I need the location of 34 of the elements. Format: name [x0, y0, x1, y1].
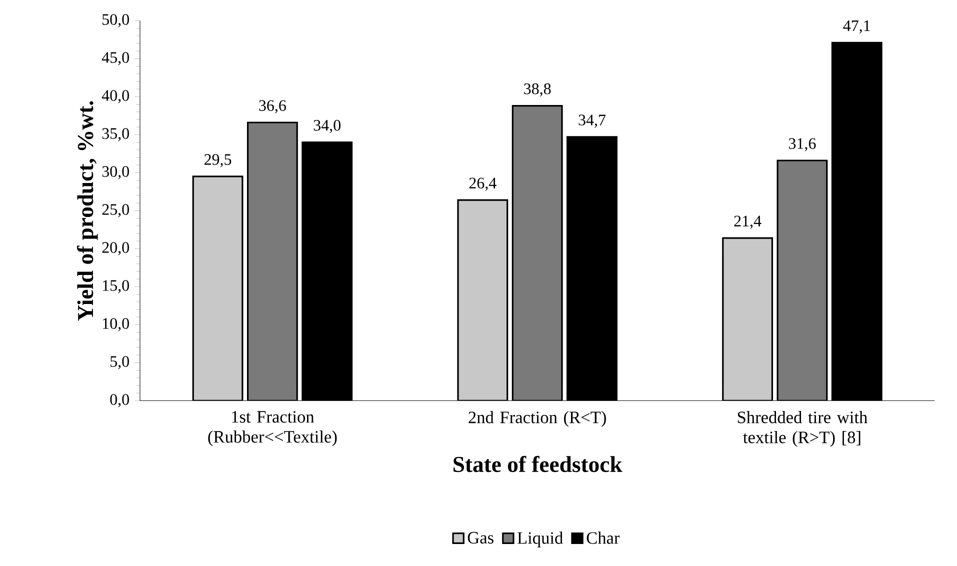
y-tick-label: 30,0	[102, 166, 129, 180]
y-tick-label: 20,0	[102, 242, 129, 256]
data-label: 47,1	[843, 20, 870, 34]
y-tick-label: 5,0	[110, 356, 129, 370]
y-axis-title: Yield of product, %wt.	[77, 101, 98, 321]
data-label: 29,5	[204, 154, 232, 168]
y-tick-label: 35,0	[102, 128, 129, 142]
y-tick-label: 40,0	[102, 90, 129, 104]
bar	[246, 122, 298, 401]
bar	[722, 237, 774, 401]
x-tick-label: 2nd Fraction (R<T)	[468, 411, 606, 427]
bar	[457, 199, 508, 401]
y-tick-label: 15,0	[103, 280, 129, 294]
legend-label: Liquid	[517, 532, 563, 548]
x-tick-label: Shredded tire with textile (R>T) [8]	[738, 411, 868, 447]
bar	[776, 160, 828, 401]
data-label: 34,7	[578, 114, 606, 128]
y-tick-label: 25,0	[102, 204, 129, 218]
y-tick-label: 45,0	[102, 52, 129, 66]
data-label: 21,4	[734, 216, 762, 229]
data-label: 26,4	[469, 178, 496, 191]
x-axis-title: State of feedstock	[454, 456, 622, 472]
x-tick-label: 1st Fraction (Rubber<<Textile)	[208, 411, 337, 446]
y-tick-label: 0,0	[110, 394, 129, 408]
bar	[192, 176, 244, 401]
data-label: 34,0	[314, 120, 340, 134]
data-label: 31,6	[788, 138, 816, 152]
y-tick-label: 50,0	[102, 14, 129, 28]
legend-label: Gas	[468, 532, 494, 544]
data-label: 38,8	[524, 83, 551, 97]
legend-label: Char	[586, 532, 620, 544]
y-tick-label: 10,0	[103, 318, 129, 332]
bar	[512, 104, 563, 401]
data-label: 36,6	[259, 100, 286, 114]
